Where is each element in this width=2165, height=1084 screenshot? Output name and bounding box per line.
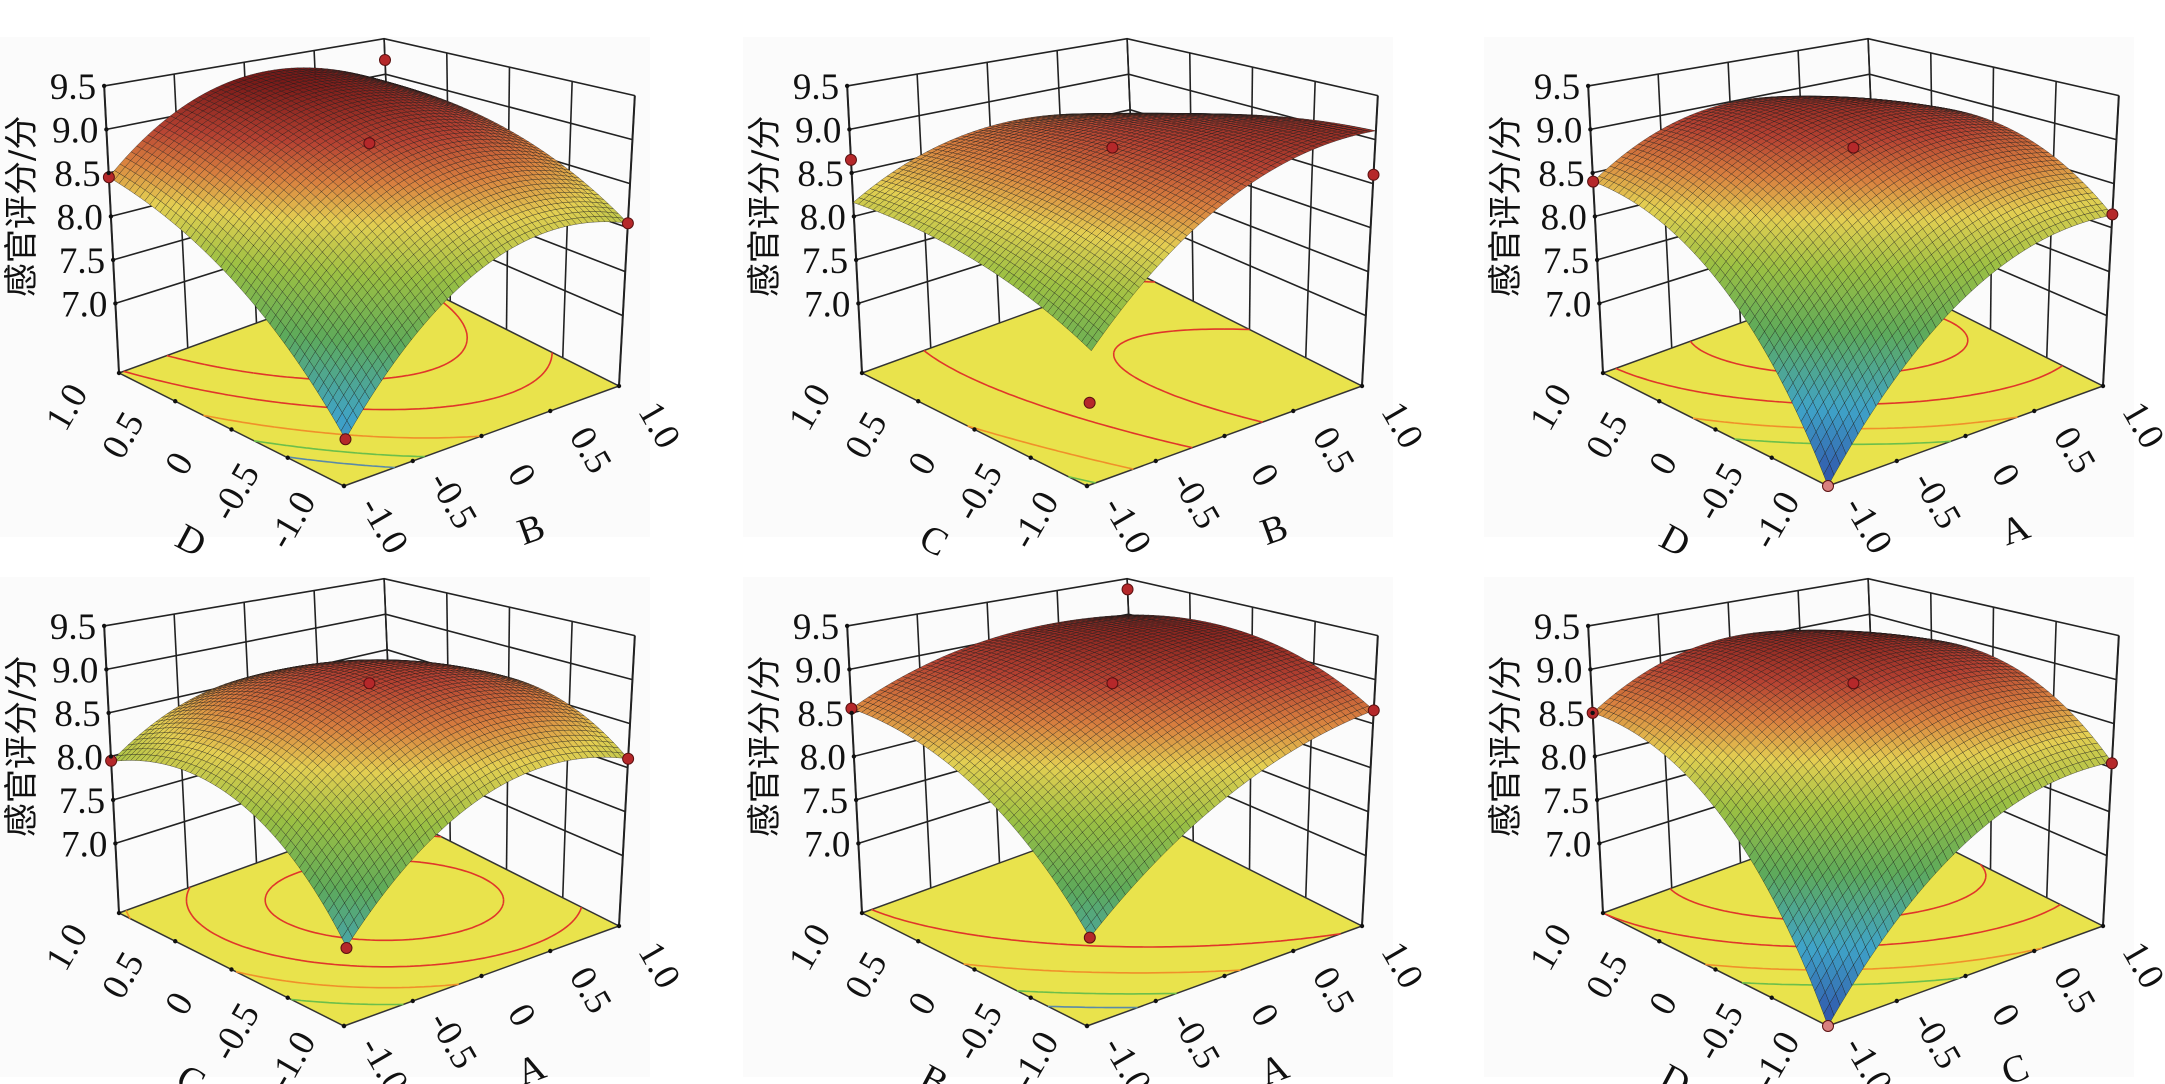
box-edge [846, 85, 863, 374]
z-tick-mark [853, 257, 859, 263]
x-tick-mark [859, 370, 865, 376]
y-tick-mark [479, 433, 484, 439]
contour-lines [923, 280, 1263, 484]
x-tick-mark [1713, 427, 1718, 432]
z-tick-mark [108, 214, 114, 219]
design-point [621, 217, 634, 230]
y-tick-mark [1153, 458, 1158, 464]
x-tick-mark [229, 427, 234, 432]
wall-gridline [1248, 67, 1254, 330]
contour-line [253, 440, 425, 458]
x-tick-mark [972, 427, 977, 432]
contour-line [1112, 328, 1263, 423]
z-tick-label: 8.5 [54, 154, 100, 195]
response-surface [852, 112, 1376, 352]
z-tick-label: 7.0 [804, 284, 850, 325]
z-tick-label: 7.0 [61, 284, 107, 325]
surface-plot-d-a: 9.5 9.0 8.5 8.0 7.5 7.0 感官评分/分 1.0 0.5 0 -0.5 -1.0-… [1484, 0, 2165, 566]
contour-lines [123, 272, 553, 469]
contour-line [203, 414, 482, 439]
design-point [1367, 168, 1380, 181]
box-edge [618, 95, 636, 387]
design-point [379, 54, 391, 66]
x-tick-mark [173, 399, 178, 404]
z-tick-mark [101, 83, 107, 89]
x-tick-mark [285, 455, 290, 460]
y-tick-mark [616, 383, 622, 389]
y-tick-mark [1222, 433, 1227, 439]
x-tick-mark [1600, 370, 1606, 376]
z-axis-label: 感官评分/分 [745, 116, 785, 297]
contour-line [967, 425, 1134, 470]
surface-plot-d-b: 9.5 9.0 8.5 8.0 7.5 7.0 感官评分/分 1.0 0.5 0 -0.5 -1.0-… [0, 0, 688, 566]
box-edge [103, 85, 120, 374]
z-tick-mark [110, 257, 116, 263]
z-tick-mark [106, 170, 111, 176]
x-tick-mark [1028, 455, 1033, 460]
design-point [339, 433, 352, 446]
z-tick-mark [851, 214, 857, 219]
y-tick-mark [2100, 383, 2106, 389]
z-tick-label: 7.5 [802, 241, 848, 282]
y-tick-mark [2032, 408, 2037, 414]
design-point [1083, 396, 1096, 409]
z-gridline [847, 37, 1379, 97]
y-tick-mark [1963, 433, 1968, 439]
y-tick-mark [1359, 383, 1365, 389]
z-tick-label: 8.0 [800, 197, 846, 238]
z-tick-label: 9.0 [52, 110, 98, 151]
y-tick-mark [341, 483, 347, 489]
y-tick-mark [1894, 458, 1899, 464]
z-tick-mark [847, 127, 852, 132]
z-tick-label: 7.5 [59, 241, 105, 282]
z-tick-label: 9.5 [793, 67, 839, 108]
z-tick-label: 9.5 [50, 67, 96, 108]
z-tick-label: 8.5 [797, 154, 843, 195]
z-tick-label: 9.0 [795, 110, 841, 151]
x-tick-mark [116, 370, 122, 376]
z-axis-label: 感官评分/分 [2, 116, 42, 297]
y-tick-mark [1084, 483, 1090, 489]
design-point [844, 153, 857, 166]
y-tick-mark [1291, 408, 1296, 414]
y-tick-mark [410, 458, 415, 464]
surface-plot-c-b: 9.5 9.0 8.5 8.0 7.5 7.0 感官评分/分 1.0 0.5 0 -0.5 -1.0-… [743, 0, 1431, 565]
z-tick-mark [856, 301, 861, 306]
contour-line [923, 280, 1193, 449]
y-tick-mark [548, 408, 553, 414]
contour-line [1068, 475, 1096, 484]
x-tick-mark [1769, 455, 1774, 460]
z-tick-mark [844, 83, 850, 89]
box-edge [1361, 95, 1379, 387]
design-point [363, 137, 376, 150]
z-tick-mark [104, 127, 109, 132]
z-tick-mark [849, 170, 854, 176]
x-tick-mark [916, 399, 921, 404]
z-tick-mark [113, 301, 118, 306]
contour-line [285, 456, 395, 469]
design-point [1106, 141, 1119, 154]
response-surface [108, 67, 629, 440]
x-tick-mark [1657, 399, 1662, 404]
z-tick-label: 8.0 [57, 197, 103, 238]
